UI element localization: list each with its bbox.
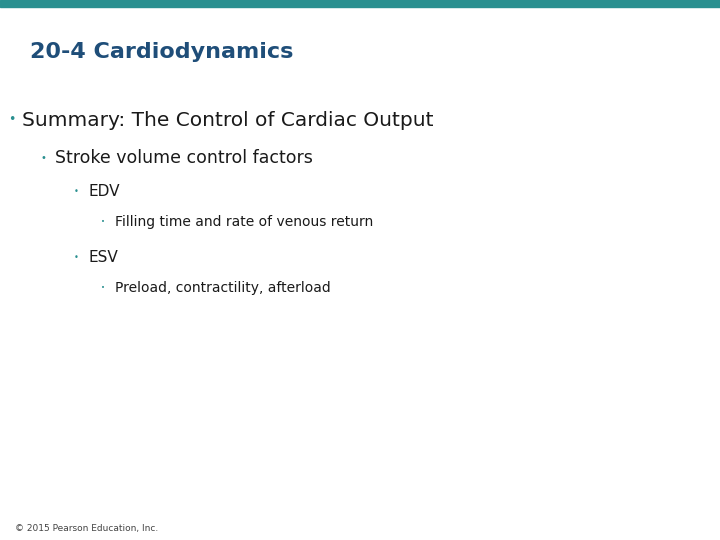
Text: Filling time and rate of venous return: Filling time and rate of venous return bbox=[115, 215, 373, 229]
Text: ESV: ESV bbox=[88, 251, 118, 266]
Bar bbox=[0, 0, 720, 7]
Text: EDV: EDV bbox=[88, 185, 120, 199]
Text: Preload, contractility, afterload: Preload, contractility, afterload bbox=[115, 281, 330, 295]
Text: •: • bbox=[74, 253, 79, 262]
Text: •: • bbox=[8, 113, 15, 126]
Text: 20-4 Cardiodynamics: 20-4 Cardiodynamics bbox=[30, 42, 293, 62]
Text: •: • bbox=[41, 153, 47, 163]
Text: Stroke volume control factors: Stroke volume control factors bbox=[55, 149, 313, 167]
Text: •: • bbox=[74, 187, 79, 197]
Text: © 2015 Pearson Education, Inc.: © 2015 Pearson Education, Inc. bbox=[15, 523, 158, 532]
Text: Summary: The Control of Cardiac Output: Summary: The Control of Cardiac Output bbox=[22, 111, 433, 130]
Text: •: • bbox=[101, 285, 105, 291]
Text: •: • bbox=[101, 219, 105, 225]
